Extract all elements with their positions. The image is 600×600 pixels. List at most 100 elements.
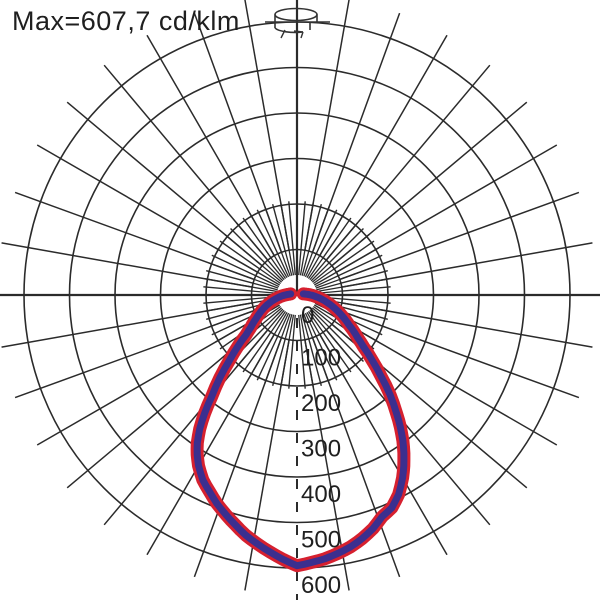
grid-ray xyxy=(319,334,448,556)
fine-angle-tick xyxy=(292,249,296,276)
fine-angle-tick xyxy=(306,255,321,279)
fine-angle-tick xyxy=(307,311,324,333)
fine-angle-tick xyxy=(299,314,306,340)
mid-angle-ray xyxy=(203,286,252,292)
fine-angle-tick xyxy=(252,282,278,291)
fine-angle-tick xyxy=(257,271,281,286)
radial-scale-label: 100 xyxy=(301,345,341,372)
grid-ray xyxy=(325,64,491,261)
fine-angle-tick xyxy=(273,311,288,335)
fine-angle-tick xyxy=(313,271,337,286)
mid-angle-ray xyxy=(340,306,388,321)
fine-angle-tick xyxy=(303,313,314,338)
fine-angle-tick xyxy=(313,304,337,319)
mid-angle-ray xyxy=(308,338,323,386)
fine-angle-tick xyxy=(288,250,295,276)
mid-angle-ray xyxy=(271,338,286,386)
grid-ray xyxy=(14,191,255,281)
mid-angle-ray xyxy=(308,204,323,252)
mid-angle-ray xyxy=(230,228,266,264)
fine-angle-tick xyxy=(259,268,281,285)
mid-angle-ray xyxy=(206,306,254,321)
grid-ray xyxy=(14,309,255,399)
radial-scale-label: 600 xyxy=(301,572,341,599)
fine-angle-tick xyxy=(299,250,306,276)
mid-angle-ray xyxy=(288,201,294,250)
fine-angle-tick xyxy=(315,278,340,289)
fine-angle-tick xyxy=(313,305,335,322)
grid-ray xyxy=(341,302,593,348)
mid-angle-ray xyxy=(315,209,338,255)
mid-angle-ray xyxy=(322,331,352,373)
fine-angle-tick xyxy=(284,314,293,340)
mid-angle-ray xyxy=(211,254,257,277)
mid-angle-ray xyxy=(206,269,254,284)
radial-scale-label: 0 xyxy=(301,302,314,329)
mid-angle-ray xyxy=(337,254,383,277)
grid-ray xyxy=(36,144,258,273)
fine-angle-tick xyxy=(264,308,284,328)
rotation-symmetry-icon xyxy=(265,7,330,39)
grid-ray xyxy=(1,242,253,288)
mid-angle-ray xyxy=(242,217,272,259)
mid-angle-ray xyxy=(203,298,252,304)
grid-ray xyxy=(339,309,580,399)
fine-angle-tick xyxy=(298,314,302,341)
radial-scale-label: 400 xyxy=(301,481,341,508)
fine-angle-tick xyxy=(288,314,295,340)
fine-angle-tick xyxy=(301,314,310,340)
mid-angle-ray xyxy=(340,269,388,284)
grid-ray xyxy=(336,144,558,273)
fine-angle-tick xyxy=(261,307,283,325)
grid-ray xyxy=(66,101,263,267)
grid-ray xyxy=(103,64,269,261)
fine-angle-tick xyxy=(304,253,317,278)
fine-angle-tick xyxy=(311,265,333,283)
fine-angle-tick xyxy=(261,265,283,283)
mid-angle-ray xyxy=(342,298,391,304)
mid-angle-ray xyxy=(242,331,272,373)
fine-angle-tick xyxy=(252,286,278,293)
grid-ray xyxy=(193,12,283,253)
grid-ray xyxy=(146,334,275,556)
grid-ray xyxy=(311,337,401,578)
max-value-label: Max=607,7 cd/klm xyxy=(12,6,240,36)
mid-angle-ray xyxy=(219,240,261,270)
fine-angle-tick xyxy=(270,311,287,333)
fine-angle-tick xyxy=(280,252,291,277)
fine-angle-tick xyxy=(307,257,324,279)
fine-angle-tick xyxy=(310,262,330,282)
mid-angle-ray xyxy=(300,340,306,389)
fine-angle-tick xyxy=(310,308,330,328)
grid-ray xyxy=(36,317,258,446)
grid-ray xyxy=(341,242,593,288)
mid-angle-ray xyxy=(300,201,306,250)
grid-ray xyxy=(244,0,290,251)
grid-ray xyxy=(311,12,401,253)
grid-ray xyxy=(331,101,528,267)
fine-angle-tick xyxy=(313,268,335,285)
grid-ray xyxy=(304,0,350,251)
mid-angle-ray xyxy=(328,326,364,362)
grid-ray xyxy=(319,34,448,256)
mid-angle-ray xyxy=(328,228,364,264)
grid-ray xyxy=(103,329,269,526)
mid-angle-ray xyxy=(288,340,294,389)
mid-angle-ray xyxy=(342,286,391,292)
fine-angle-tick xyxy=(254,278,279,289)
fine-angle-tick xyxy=(277,253,290,278)
mid-angle-ray xyxy=(322,217,352,259)
mid-angle-ray xyxy=(271,204,286,252)
fine-angle-tick xyxy=(284,250,293,276)
fine-angle-tick xyxy=(311,307,333,325)
fine-angle-tick xyxy=(306,311,321,335)
fine-angle-tick xyxy=(309,309,327,331)
grid-ray xyxy=(339,191,580,281)
fine-angle-tick xyxy=(267,309,285,331)
fine-angle-tick xyxy=(270,257,287,279)
mid-angle-ray xyxy=(211,313,257,336)
grid-ray xyxy=(325,329,491,526)
grid-ray xyxy=(1,302,253,348)
